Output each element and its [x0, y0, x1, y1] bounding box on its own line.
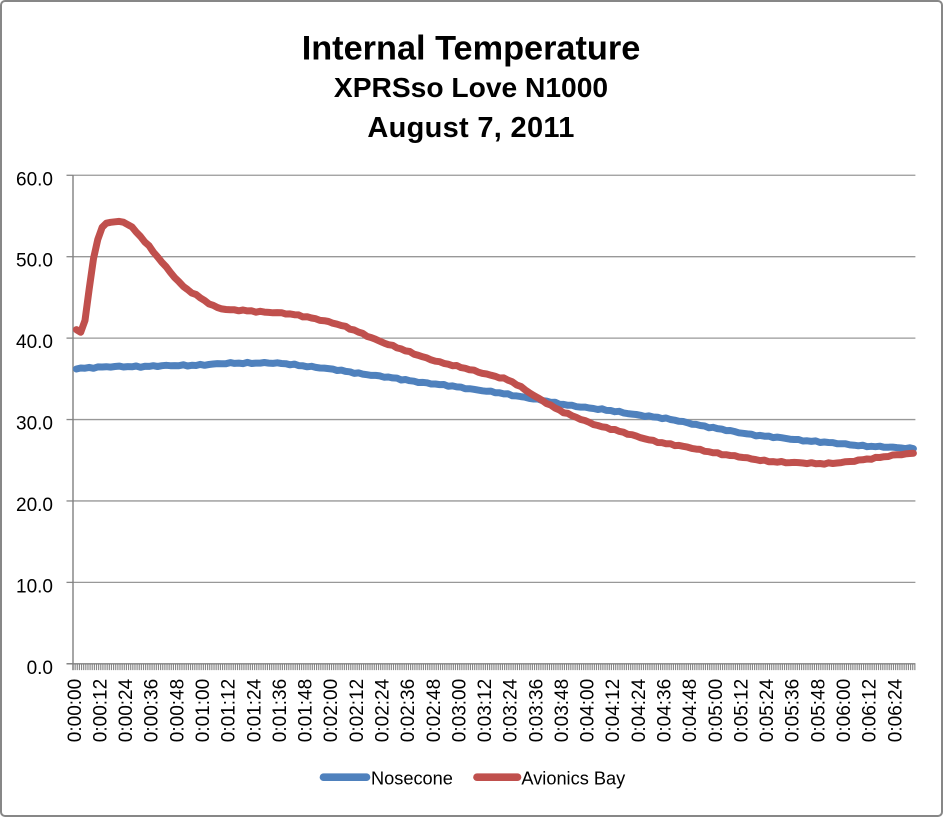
svg-text:August 7, 2011: August 7, 2011 [367, 112, 574, 144]
svg-text:XPRSso Love N1000: XPRSso Love N1000 [334, 71, 608, 103]
svg-text:50.0: 50.0 [16, 251, 53, 272]
svg-text:0:02:12: 0:02:12 [347, 679, 368, 742]
svg-text:0:05:24: 0:05:24 [757, 678, 778, 742]
svg-text:Internal Temperature: Internal Temperature [302, 29, 641, 67]
svg-text:60.0: 60.0 [16, 169, 53, 190]
svg-text:0:02:48: 0:02:48 [424, 679, 445, 742]
svg-text:0:01:00: 0:01:00 [193, 679, 214, 742]
svg-text:0:03:36: 0:03:36 [526, 679, 547, 742]
svg-text:0:02:00: 0:02:00 [321, 679, 342, 742]
svg-text:30.0: 30.0 [16, 414, 53, 435]
svg-text:0:00:36: 0:00:36 [142, 679, 163, 742]
svg-text:0:03:12: 0:03:12 [475, 679, 496, 742]
svg-text:0.0: 0.0 [27, 658, 53, 679]
svg-text:0:02:36: 0:02:36 [398, 679, 419, 742]
svg-text:0:05:00: 0:05:00 [706, 679, 727, 742]
svg-text:20.0: 20.0 [16, 495, 53, 516]
svg-text:0:00:12: 0:00:12 [90, 679, 111, 742]
svg-text:0:03:48: 0:03:48 [552, 679, 573, 742]
svg-text:0:05:36: 0:05:36 [783, 679, 804, 742]
svg-text:0:05:48: 0:05:48 [808, 679, 829, 742]
svg-text:0:03:24: 0:03:24 [501, 678, 522, 742]
svg-text:40.0: 40.0 [16, 332, 53, 353]
svg-text:0:00:24: 0:00:24 [116, 678, 137, 742]
svg-text:0:06:12: 0:06:12 [860, 679, 881, 742]
svg-text:Avionics Bay: Avionics Bay [521, 769, 626, 789]
svg-text:0:04:12: 0:04:12 [603, 679, 624, 742]
svg-text:0:04:36: 0:04:36 [655, 679, 676, 742]
svg-text:0:06:24: 0:06:24 [885, 678, 906, 742]
svg-text:0:04:48: 0:04:48 [680, 679, 701, 742]
svg-text:0:04:24: 0:04:24 [629, 678, 650, 742]
svg-text:0:01:12: 0:01:12 [219, 679, 240, 742]
svg-text:0:01:48: 0:01:48 [296, 679, 317, 742]
svg-text:0:04:00: 0:04:00 [578, 679, 599, 742]
svg-text:0:03:00: 0:03:00 [449, 679, 470, 742]
svg-text:0:00:48: 0:00:48 [167, 679, 188, 742]
svg-text:0:05:12: 0:05:12 [731, 679, 752, 742]
svg-text:0:01:24: 0:01:24 [244, 678, 265, 742]
svg-text:0:06:00: 0:06:00 [834, 679, 855, 742]
svg-text:Nosecone: Nosecone [371, 769, 453, 789]
svg-text:10.0: 10.0 [16, 576, 53, 597]
svg-text:0:02:24: 0:02:24 [373, 678, 394, 742]
svg-text:0:01:36: 0:01:36 [270, 679, 291, 742]
svg-text:0:00:00: 0:00:00 [65, 679, 86, 742]
